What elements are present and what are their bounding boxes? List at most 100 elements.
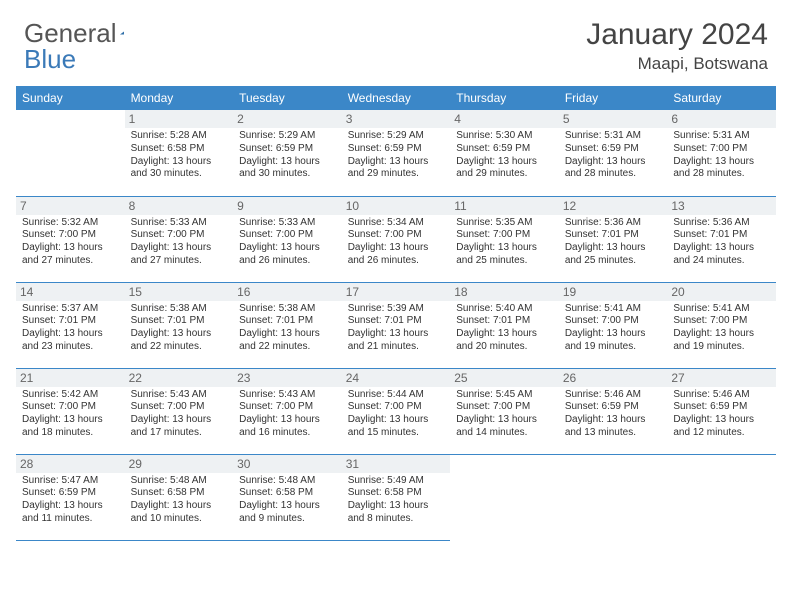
calendar-cell: 20Sunrise: 5:41 AMSunset: 7:00 PMDayligh… bbox=[667, 282, 776, 368]
weekday-tuesday: Tuesday bbox=[233, 86, 342, 110]
calendar-row: 1 Sunrise: 5:28 AMSunset: 6:58 PMDaylight… bbox=[16, 110, 776, 196]
calendar-body: 1 Sunrise: 5:28 AMSunset: 6:58 PMDaylight… bbox=[16, 110, 776, 540]
day-number: 27 bbox=[667, 369, 776, 387]
calendar-cell bbox=[16, 110, 125, 196]
day-number: 30 bbox=[233, 455, 342, 473]
day-number: 19 bbox=[559, 283, 668, 301]
day-details: Sunrise: 5:37 AMSunset: 7:01 PMDaylight:… bbox=[20, 303, 121, 354]
calendar-row: 7 Sunrise: 5:32 AMSunset: 7:00 PMDaylight… bbox=[16, 196, 776, 282]
weekday-thursday: Thursday bbox=[450, 86, 559, 110]
day-details: Sunrise: 5:28 AMSunset: 6:58 PMDaylight:… bbox=[129, 130, 230, 181]
day-details: Sunrise: 5:33 AMSunset: 7:00 PMDaylight:… bbox=[237, 217, 338, 268]
brand-part2: Blue bbox=[24, 44, 76, 75]
calendar-cell: 11 Sunrise: 5:35 AMSunset: 7:00 PMDayligh… bbox=[450, 196, 559, 282]
day-details: Sunrise: 5:43 AMSunset: 7:00 PMDaylight:… bbox=[237, 389, 338, 440]
calendar-cell bbox=[559, 454, 668, 540]
day-details: Sunrise: 5:48 AMSunset: 6:58 PMDaylight:… bbox=[237, 475, 338, 526]
day-number: 1 bbox=[125, 110, 234, 128]
calendar-cell: 19Sunrise: 5:41 AMSunset: 7:00 PMDayligh… bbox=[559, 282, 668, 368]
calendar-cell: 3Sunrise: 5:29 AMSunset: 6:59 PMDaylight… bbox=[342, 110, 451, 196]
calendar-cell: 13 Sunrise: 5:36 AMSunset: 7:01 PMDayligh… bbox=[667, 196, 776, 282]
day-details: Sunrise: 5:32 AMSunset: 7:00 PMDaylight:… bbox=[20, 217, 121, 268]
day-number: 15 bbox=[125, 283, 234, 301]
calendar-cell: 5Sunrise: 5:31 AMSunset: 6:59 PMDaylight… bbox=[559, 110, 668, 196]
day-details: Sunrise: 5:39 AMSunset: 7:01 PMDaylight:… bbox=[346, 303, 447, 354]
calendar-cell: 14 Sunrise: 5:37 AMSunset: 7:01 PMDayligh… bbox=[16, 282, 125, 368]
day-details: Sunrise: 5:46 AMSunset: 6:59 PMDaylight:… bbox=[563, 389, 664, 440]
day-number: 23 bbox=[233, 369, 342, 387]
weekday-monday: Monday bbox=[125, 86, 234, 110]
day-details: Sunrise: 5:29 AMSunset: 6:59 PMDaylight:… bbox=[237, 130, 338, 181]
calendar-cell: 31 Sunrise: 5:49 AMSunset: 6:58 PMDayligh… bbox=[342, 454, 451, 540]
calendar-cell: 22Sunrise: 5:43 AMSunset: 7:00 PMDayligh… bbox=[125, 368, 234, 454]
day-details: Sunrise: 5:46 AMSunset: 6:59 PMDaylight:… bbox=[671, 389, 772, 440]
day-number: 3 bbox=[342, 110, 451, 128]
calendar-cell bbox=[450, 454, 559, 540]
day-number: 2 bbox=[233, 110, 342, 128]
day-details: Sunrise: 5:36 AMSunset: 7:01 PMDaylight:… bbox=[563, 217, 664, 268]
day-number: 7 bbox=[16, 197, 125, 215]
day-number: 25 bbox=[450, 369, 559, 387]
day-details: Sunrise: 5:40 AMSunset: 7:01 PMDaylight:… bbox=[454, 303, 555, 354]
day-number: 22 bbox=[125, 369, 234, 387]
title-location: Maapi, Botswana bbox=[586, 54, 768, 74]
calendar-cell: 21 Sunrise: 5:42 AMSunset: 7:00 PMDayligh… bbox=[16, 368, 125, 454]
weekday-wednesday: Wednesday bbox=[342, 86, 451, 110]
day-number: 9 bbox=[233, 197, 342, 215]
calendar-cell: 30 Sunrise: 5:48 AMSunset: 6:58 PMDayligh… bbox=[233, 454, 342, 540]
day-details: Sunrise: 5:49 AMSunset: 6:58 PMDaylight:… bbox=[346, 475, 447, 526]
day-number: 28 bbox=[16, 455, 125, 473]
calendar-row: 28 Sunrise: 5:47 AMSunset: 6:59 PMDayligh… bbox=[16, 454, 776, 540]
calendar-cell: 18 Sunrise: 5:40 AMSunset: 7:01 PMDayligh… bbox=[450, 282, 559, 368]
day-number: 13 bbox=[667, 197, 776, 215]
day-number: 18 bbox=[450, 283, 559, 301]
day-details: Sunrise: 5:35 AMSunset: 7:00 PMDaylight:… bbox=[454, 217, 555, 268]
day-details: Sunrise: 5:48 AMSunset: 6:58 PMDaylight:… bbox=[129, 475, 230, 526]
calendar-cell: 16 Sunrise: 5:38 AMSunset: 7:01 PMDayligh… bbox=[233, 282, 342, 368]
calendar-cell: 26Sunrise: 5:46 AMSunset: 6:59 PMDayligh… bbox=[559, 368, 668, 454]
day-number: 8 bbox=[125, 197, 234, 215]
day-details: Sunrise: 5:36 AMSunset: 7:01 PMDaylight:… bbox=[671, 217, 772, 268]
day-number: 24 bbox=[342, 369, 451, 387]
day-details: Sunrise: 5:42 AMSunset: 7:00 PMDaylight:… bbox=[20, 389, 121, 440]
day-number: 6 bbox=[667, 110, 776, 128]
calendar-cell: 15 Sunrise: 5:38 AMSunset: 7:01 PMDayligh… bbox=[125, 282, 234, 368]
day-details: Sunrise: 5:30 AMSunset: 6:59 PMDaylight:… bbox=[454, 130, 555, 181]
day-details: Sunrise: 5:31 AMSunset: 7:00 PMDaylight:… bbox=[671, 130, 772, 181]
calendar-cell: 28 Sunrise: 5:47 AMSunset: 6:59 PMDayligh… bbox=[16, 454, 125, 540]
title-month-year: January 2024 bbox=[586, 18, 768, 52]
weekday-sunday: Sunday bbox=[16, 86, 125, 110]
calendar-head: SundayMondayTuesdayWednesdayThursdayFrid… bbox=[16, 86, 776, 110]
calendar-cell: 10 Sunrise: 5:34 AMSunset: 7:00 PMDayligh… bbox=[342, 196, 451, 282]
day-number: 14 bbox=[16, 283, 125, 301]
day-number: 17 bbox=[342, 283, 451, 301]
day-details: Sunrise: 5:38 AMSunset: 7:01 PMDaylight:… bbox=[237, 303, 338, 354]
day-details: Sunrise: 5:33 AMSunset: 7:00 PMDaylight:… bbox=[129, 217, 230, 268]
day-details: Sunrise: 5:34 AMSunset: 7:00 PMDaylight:… bbox=[346, 217, 447, 268]
weekday-friday: Friday bbox=[559, 86, 668, 110]
day-number: 4 bbox=[450, 110, 559, 128]
weekday-row: SundayMondayTuesdayWednesdayThursdayFrid… bbox=[16, 86, 776, 110]
calendar-cell: 23 Sunrise: 5:43 AMSunset: 7:00 PMDayligh… bbox=[233, 368, 342, 454]
calendar-cell: 2 Sunrise: 5:29 AMSunset: 6:59 PMDaylight… bbox=[233, 110, 342, 196]
calendar-cell: 25Sunrise: 5:45 AMSunset: 7:00 PMDayligh… bbox=[450, 368, 559, 454]
day-number: 21 bbox=[16, 369, 125, 387]
day-number: 11 bbox=[450, 197, 559, 215]
day-details: Sunrise: 5:38 AMSunset: 7:01 PMDaylight:… bbox=[129, 303, 230, 354]
calendar-row: 14 Sunrise: 5:37 AMSunset: 7:01 PMDayligh… bbox=[16, 282, 776, 368]
day-number: 16 bbox=[233, 283, 342, 301]
calendar-cell: 1 Sunrise: 5:28 AMSunset: 6:58 PMDaylight… bbox=[125, 110, 234, 196]
calendar-cell: 29 Sunrise: 5:48 AMSunset: 6:58 PMDayligh… bbox=[125, 454, 234, 540]
calendar-cell: 27 Sunrise: 5:46 AMSunset: 6:59 PMDayligh… bbox=[667, 368, 776, 454]
calendar-cell: 7 Sunrise: 5:32 AMSunset: 7:00 PMDaylight… bbox=[16, 196, 125, 282]
calendar-cell: 24Sunrise: 5:44 AMSunset: 7:00 PMDayligh… bbox=[342, 368, 451, 454]
day-number: 29 bbox=[125, 455, 234, 473]
brand-triangle-icon bbox=[120, 24, 124, 42]
page-header: General January 2024 Maapi, Botswana bbox=[0, 0, 792, 78]
calendar-cell: 12Sunrise: 5:36 AMSunset: 7:01 PMDayligh… bbox=[559, 196, 668, 282]
calendar-row: 21 Sunrise: 5:42 AMSunset: 7:00 PMDayligh… bbox=[16, 368, 776, 454]
day-number: 31 bbox=[342, 455, 451, 473]
day-details: Sunrise: 5:47 AMSunset: 6:59 PMDaylight:… bbox=[20, 475, 121, 526]
calendar-cell: 4 Sunrise: 5:30 AMSunset: 6:59 PMDaylight… bbox=[450, 110, 559, 196]
day-number: 10 bbox=[342, 197, 451, 215]
